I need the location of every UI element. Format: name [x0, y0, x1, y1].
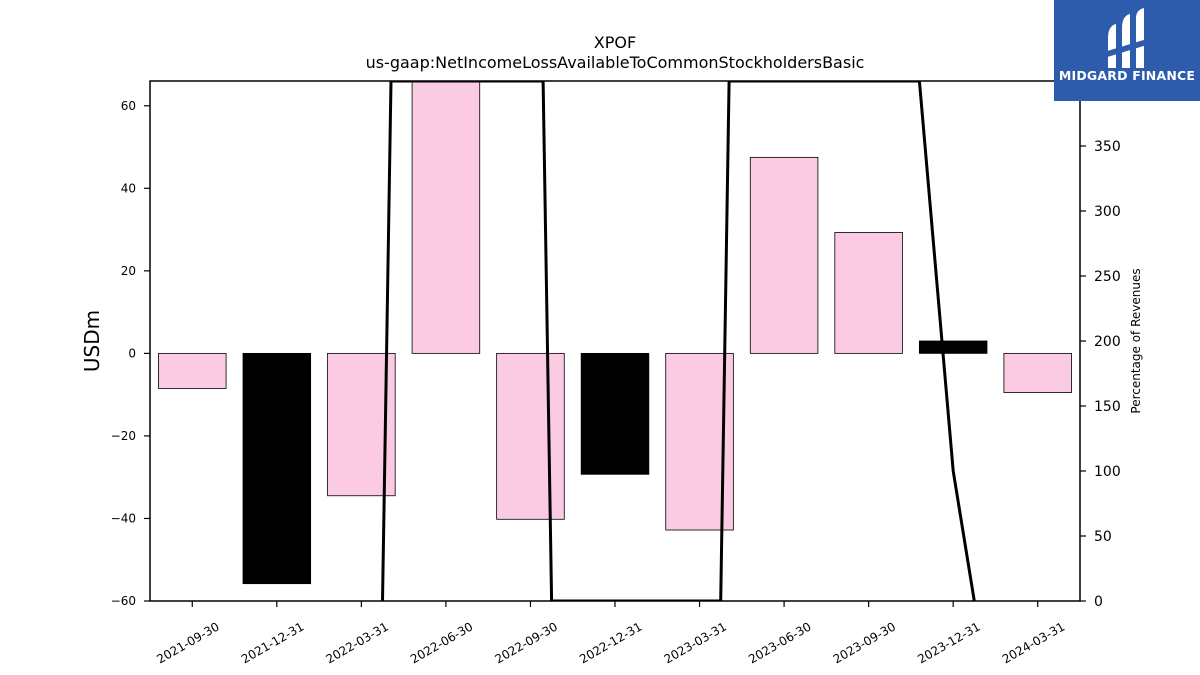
y2-axis-label: Percentage of Revenues [1129, 268, 1143, 413]
bar-2023-12-31 [918, 340, 988, 354]
y2-tick-label: 350 [1094, 139, 1121, 155]
y-tick-label: 0 [128, 346, 136, 360]
revenue-percentage-line [381, 81, 976, 601]
bar-2021-12-31 [242, 352, 312, 585]
y2-tick-label: 200 [1094, 334, 1121, 350]
chart-title: XPOF [594, 33, 636, 52]
y2-tick-label: 150 [1094, 399, 1121, 415]
bar-2023-06-30 [749, 156, 819, 354]
bars [158, 81, 1072, 585]
x-tick-label: 2023-09-30 [831, 619, 898, 666]
logo-text: MIDGARD FINANCE [1058, 68, 1196, 83]
line-series [381, 81, 976, 601]
y-tick-label: 20 [121, 264, 136, 278]
bar-2022-12-31 [580, 352, 650, 475]
x-tick-label: 2022-09-30 [493, 619, 560, 666]
y2-tick-label: 250 [1094, 269, 1121, 285]
y2-tick-label: 50 [1094, 529, 1112, 545]
bar-2021-09-30 [158, 352, 227, 389]
y-tick-label: −20 [111, 429, 136, 443]
bar-2023-09-30 [834, 232, 903, 354]
bar-2024-03-31 [1003, 352, 1072, 393]
x-tick-label: 2024-03-31 [1000, 619, 1067, 666]
x-tick-label: 2023-12-31 [915, 619, 982, 666]
bar-2022-09-30 [496, 352, 565, 520]
left-axis-ticks: 60 40 20 0 −20 −40 −60 [111, 99, 150, 608]
x-tick-label: 2021-09-30 [154, 619, 221, 666]
chart-subtitle: us-gaap:NetIncomeLossAvailableToCommonSt… [366, 53, 865, 72]
midgard-finance-logo: MIDGARD FINANCE [1054, 0, 1200, 101]
y-axis-label: USDm [80, 310, 104, 372]
y-tick-label: −60 [111, 594, 136, 608]
x-tick-label: 2022-03-31 [323, 619, 390, 666]
y-tick-label: 60 [121, 99, 136, 113]
y-tick-label: 40 [121, 181, 136, 195]
y2-tick-label: 100 [1094, 464, 1121, 480]
x-tick-label: 2022-06-30 [408, 619, 475, 666]
x-tick-label: 2023-03-31 [662, 619, 729, 666]
y2-tick-label: 300 [1094, 204, 1121, 220]
logo-mark-icon [1104, 8, 1150, 68]
x-tick-label: 2022-12-31 [577, 619, 644, 666]
right-axis-ticks: 350 300 250 200 150 100 50 0 [1080, 139, 1121, 610]
y-tick-label: −40 [111, 511, 136, 525]
x-tick-label: 2021-12-31 [239, 619, 306, 666]
y2-tick-label: 0 [1094, 594, 1103, 610]
bar-2022-06-30 [411, 81, 481, 354]
x-tick-label: 2023-06-30 [746, 619, 813, 666]
x-axis-ticks: 2021-09-30 2021-12-31 2022-03-31 2022-06-30… [154, 601, 1067, 666]
